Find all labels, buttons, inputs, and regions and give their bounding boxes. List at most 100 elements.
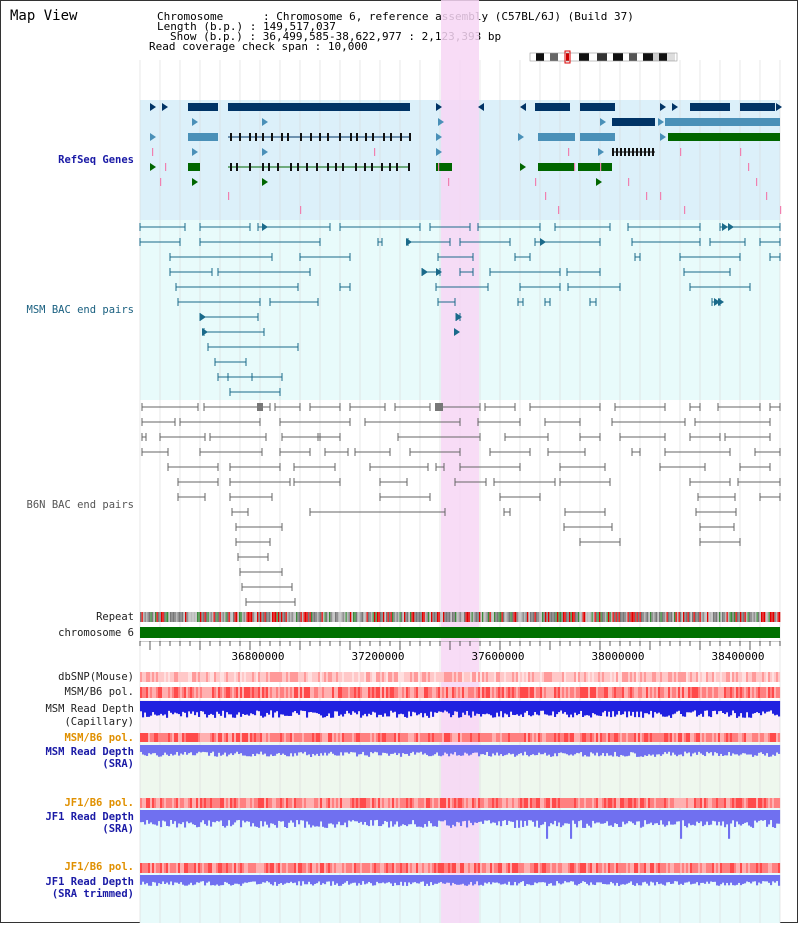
pol-heat-cell bbox=[320, 672, 323, 682]
read-depth-bar bbox=[182, 875, 185, 885]
read-depth-bar bbox=[504, 875, 507, 884]
pol-heat-cell bbox=[278, 863, 281, 873]
read-depth-bar bbox=[748, 701, 751, 718]
repeat-mark bbox=[173, 612, 175, 622]
read-depth-bar bbox=[400, 875, 403, 882]
pol-heat-cell bbox=[620, 733, 623, 742]
read-depth-bar bbox=[336, 701, 339, 712]
label-jf1-b6-pol-2: JF1/B6 pol. bbox=[64, 861, 134, 873]
pol-heat-cell bbox=[634, 863, 637, 873]
pol-heat-cell bbox=[422, 863, 425, 873]
pol-heat-cell bbox=[608, 863, 611, 873]
pol-heat-cell bbox=[206, 863, 209, 873]
pol-heat-cell bbox=[654, 863, 657, 873]
read-depth-bar bbox=[604, 810, 607, 824]
read-depth-bar bbox=[634, 701, 637, 718]
read-depth-bar bbox=[498, 745, 501, 756]
read-depth-bar bbox=[738, 701, 741, 717]
read-depth-bar bbox=[220, 701, 223, 716]
read-depth-bar bbox=[504, 701, 507, 714]
repeat-mark bbox=[336, 612, 338, 622]
repeat-mark bbox=[317, 612, 319, 622]
pol-heat-cell bbox=[724, 687, 727, 698]
pol-heat-cell bbox=[316, 687, 319, 698]
read-depth-bar bbox=[268, 875, 271, 883]
read-depth-bar bbox=[750, 701, 753, 718]
read-depth-bar bbox=[642, 745, 645, 757]
repeat-mark bbox=[323, 612, 325, 622]
pol-heat-cell bbox=[194, 672, 197, 682]
pol-heat-cell bbox=[664, 798, 667, 808]
pol-heat-cell bbox=[434, 798, 437, 808]
read-depth-bar bbox=[650, 745, 653, 756]
read-depth-bar bbox=[572, 810, 575, 821]
repeat-mark bbox=[149, 612, 151, 622]
pol-heat-cell bbox=[502, 672, 505, 682]
read-depth-bar bbox=[246, 701, 249, 715]
read-depth-bar bbox=[322, 875, 325, 884]
read-depth-bar bbox=[386, 701, 389, 717]
pol-heat-cell bbox=[300, 798, 303, 808]
pol-heat-cell bbox=[254, 733, 257, 742]
pol-heat-cell bbox=[550, 798, 553, 808]
pol-heat-cell bbox=[750, 672, 753, 682]
pol-heat-cell bbox=[678, 687, 681, 698]
refseq-exon bbox=[381, 163, 383, 171]
read-depth-bar bbox=[208, 745, 211, 756]
pol-heat-cell bbox=[672, 687, 675, 698]
refseq-exon bbox=[400, 133, 402, 141]
pol-heat-cell bbox=[398, 798, 401, 808]
msm-bac-end bbox=[406, 238, 412, 246]
repeat-mark bbox=[713, 612, 715, 622]
pol-heat-cell bbox=[766, 733, 769, 742]
pol-heat-cell bbox=[234, 672, 237, 682]
pol-heat-cell bbox=[390, 798, 393, 808]
read-depth-bar bbox=[662, 875, 665, 885]
pol-heat-cell bbox=[286, 672, 289, 682]
pol-heat-cell bbox=[594, 733, 597, 742]
pol-heat-cell bbox=[616, 672, 619, 682]
repeat-mark bbox=[408, 612, 410, 622]
read-depth-bar bbox=[230, 701, 233, 715]
pol-heat-cell bbox=[680, 733, 683, 742]
read-depth-bar bbox=[510, 701, 513, 712]
pol-heat-cell bbox=[476, 687, 479, 698]
pol-heat-cell bbox=[740, 733, 743, 742]
pol-heat-cell bbox=[674, 863, 677, 873]
repeat-mark bbox=[354, 612, 356, 622]
pol-heat-cell bbox=[624, 672, 627, 682]
pol-heat-cell bbox=[152, 798, 155, 808]
read-depth-bar bbox=[746, 875, 749, 882]
read-depth-bar bbox=[188, 810, 191, 824]
pol-heat-cell bbox=[506, 733, 509, 742]
pol-heat-cell bbox=[762, 687, 765, 698]
read-depth-bar bbox=[546, 875, 549, 886]
pol-heat-cell bbox=[518, 863, 521, 873]
pol-heat-cell bbox=[678, 863, 681, 873]
read-depth-bar bbox=[688, 745, 691, 753]
repeat-mark bbox=[531, 612, 533, 622]
pol-heat-cell bbox=[266, 863, 269, 873]
pol-heat-cell bbox=[212, 798, 215, 808]
pol-heat-cell bbox=[654, 733, 657, 742]
pol-heat-cell bbox=[302, 672, 305, 682]
pol-heat-cell bbox=[568, 687, 571, 698]
pol-heat-cell bbox=[746, 798, 749, 808]
read-depth-bar bbox=[540, 875, 543, 883]
read-depth-bar bbox=[640, 701, 643, 712]
repeat-mark bbox=[537, 612, 539, 622]
read-depth-bar bbox=[170, 701, 173, 713]
pol-heat-cell bbox=[150, 733, 153, 742]
read-depth-bar bbox=[494, 810, 497, 823]
pol-heat-cell bbox=[646, 672, 649, 682]
read-depth-bar bbox=[628, 810, 631, 822]
pol-heat-cell bbox=[672, 733, 675, 742]
refseq-exon bbox=[372, 133, 374, 141]
pol-heat-cell bbox=[580, 733, 583, 742]
repeat-mark bbox=[738, 612, 740, 622]
refseq-exon bbox=[355, 163, 357, 171]
read-depth-bar bbox=[572, 875, 575, 882]
read-depth-bar bbox=[288, 875, 291, 884]
read-depth-bar bbox=[772, 745, 775, 755]
